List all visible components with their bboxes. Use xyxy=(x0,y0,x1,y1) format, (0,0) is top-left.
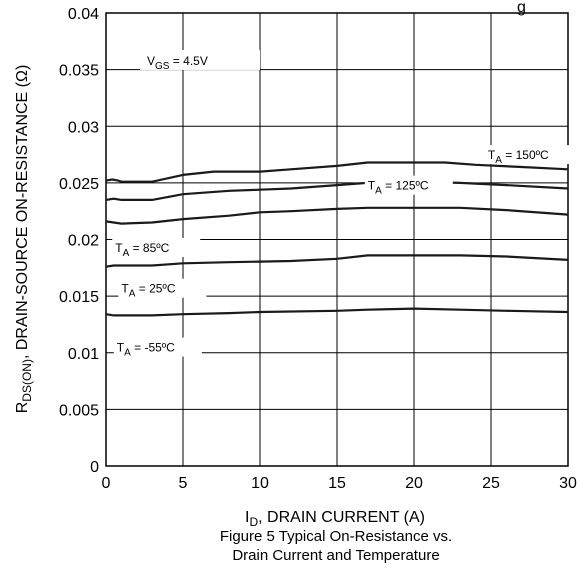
x-tick-label: 30 xyxy=(559,475,577,492)
series-label-main: T xyxy=(368,179,376,193)
series-label-rest: = 85ºC xyxy=(129,241,169,255)
y-tick-label: 0.04 xyxy=(68,6,99,23)
tick-labels: 0 0.005 0.01 0.015 0.02 0.025 0.03 0.035 0.04 0 5 1… xyxy=(59,6,577,492)
x-axis-title-main: I xyxy=(245,509,249,526)
vgs-rest: = 4.5V xyxy=(169,54,207,68)
svg-text:VGS = 4.5V: VGS = 4.5V xyxy=(147,54,208,72)
series-label-bg xyxy=(113,337,202,357)
series-label-main: T xyxy=(488,148,496,162)
series-label-4: TA = -55ºC xyxy=(117,341,175,359)
x-tick-label: 20 xyxy=(405,475,423,492)
series-label-sub: A xyxy=(495,155,502,166)
grid xyxy=(105,12,569,467)
vgs-sub: GS xyxy=(155,61,170,72)
series-label-bg xyxy=(364,175,453,195)
x-tick-label: 25 xyxy=(482,475,500,492)
series-label-sub: A xyxy=(124,348,131,359)
series-label-rest: = 25ºC xyxy=(135,282,175,296)
figure-caption-line-2: Drain Current and Temperature xyxy=(232,547,440,564)
x-axis-title-rest: , DRAIN CURRENT (A) xyxy=(258,509,425,526)
y-tick-label: 0.03 xyxy=(68,119,99,136)
series-line-4 xyxy=(105,307,569,317)
series-label-rest: = 125ºC xyxy=(382,179,429,193)
series-label-sub: A xyxy=(123,248,130,259)
series-label-rest: = -55ºC xyxy=(131,341,175,355)
plot-frame xyxy=(105,12,569,467)
y-tick-label: 0.015 xyxy=(59,289,99,306)
y-tick-label: 0.02 xyxy=(68,233,99,250)
series-line-0 xyxy=(105,161,569,183)
y-axis-title-sub: DS(ON) xyxy=(20,359,34,402)
series-label-main: T xyxy=(115,241,123,255)
y-tick-label: 0.01 xyxy=(68,346,99,363)
y-axis-title-main: R xyxy=(14,402,31,414)
x-tick-label: 15 xyxy=(328,475,346,492)
x-tick-label: 5 xyxy=(179,475,188,492)
y-axis-title: RDS(ON), DRAIN-SOURCE ON-RESISTANCE (Ω) xyxy=(14,65,34,414)
x-axis-title: ID, DRAIN CURRENT (A) xyxy=(245,509,425,529)
series-lines xyxy=(105,161,569,317)
series-label-3: TA = 25ºC xyxy=(121,282,175,300)
x-tick-label: 0 xyxy=(102,475,111,492)
x-axis-title-sub: D xyxy=(249,515,258,529)
series-label-sub: A xyxy=(129,289,136,300)
vgs-main: V xyxy=(147,54,155,68)
series-label-rest: = 150ºC xyxy=(502,148,549,162)
series-label-main: T xyxy=(117,341,125,355)
series-label-bg xyxy=(484,145,573,165)
y-axis-title-rest: , DRAIN-SOURCE ON-RESISTANCE (Ω) xyxy=(14,65,31,359)
series-label-bg xyxy=(118,278,207,298)
series-label-main: T xyxy=(121,282,129,296)
series-line-3 xyxy=(105,254,569,268)
y-tick-label: 0.035 xyxy=(59,63,99,80)
series-label-sub: A xyxy=(375,186,382,197)
y-tick-label: 0.025 xyxy=(59,176,99,193)
chart-title-partial: g xyxy=(517,0,526,16)
series-label-1: TA = 125ºC xyxy=(368,179,429,197)
vgs-annotation: VGS = 4.5V xyxy=(140,49,260,72)
series-label-2: TA = 85ºC xyxy=(115,241,169,259)
series-line-2 xyxy=(105,206,569,225)
y-tick-label: 0 xyxy=(90,459,99,476)
series-label-0: TA = 150ºC xyxy=(488,148,549,166)
x-tick-label: 10 xyxy=(251,475,269,492)
y-tick-label: 0.005 xyxy=(59,402,99,419)
figure-caption-line-1: Figure 5 Typical On-Resistance vs. xyxy=(219,528,453,545)
series-label-bg xyxy=(112,237,201,257)
